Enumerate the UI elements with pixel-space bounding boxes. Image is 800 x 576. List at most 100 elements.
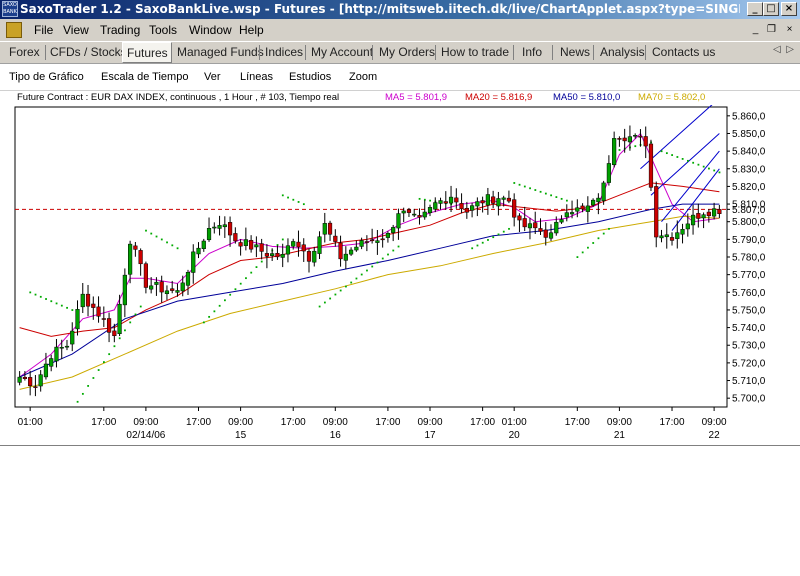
tab-how-to-trade[interactable]: How to trade (441, 45, 510, 59)
x-tick-time-label: 17:00 (91, 417, 116, 428)
scroll-right-icon[interactable]: ▷ (786, 44, 794, 55)
candle-body (506, 197, 512, 202)
candle-body (543, 229, 548, 238)
bottom-divider (0, 445, 800, 446)
product-tabs: Forex CFDs / Stocks Futures Managed Fund… (0, 41, 800, 63)
scroll-left-icon[interactable]: ◁ (773, 44, 781, 55)
sar-dot (334, 293, 337, 296)
x-tick-date-label: 17 (424, 430, 436, 441)
candle-body (612, 138, 617, 166)
candle-body (717, 209, 722, 214)
sar-dot (534, 189, 537, 191)
mdi-restore-button[interactable]: ❐ (764, 23, 779, 37)
candle-body (685, 223, 690, 230)
trend-lines (640, 105, 720, 231)
tab-futures[interactable]: Futures (122, 42, 172, 63)
tab-managed-funds[interactable]: Managed Funds (177, 45, 264, 59)
sar-dot (166, 241, 168, 244)
candle-body (43, 363, 49, 378)
candle-body (85, 293, 91, 307)
mdi-close-button[interactable]: × (782, 23, 797, 37)
menu-trading[interactable]: Trading (100, 23, 141, 37)
sar-dot (76, 400, 79, 403)
mdi-minimize-button[interactable]: _ (748, 23, 763, 37)
saxo-app-icon[interactable]: SAXO BANK (2, 1, 18, 17)
menu-help[interactable]: Help (239, 23, 264, 37)
y-tick-label: 5.720,0 (732, 358, 766, 369)
menu-tools[interactable]: Tools (149, 23, 178, 37)
candle-body (606, 163, 611, 183)
chart-type-menu[interactable]: Tipo de Gráfico (9, 71, 84, 83)
sar-dot (297, 201, 300, 203)
sar-dot (508, 227, 510, 230)
lines-menu[interactable]: Líneas (240, 71, 274, 83)
time-scale-menu[interactable]: Escala de Tiempo (101, 71, 189, 83)
tab-my-orders[interactable]: My Orders (379, 45, 436, 59)
candle-body (185, 272, 191, 286)
sar-dot (481, 241, 484, 244)
tab-contacts-us[interactable]: Contacts us (652, 45, 716, 59)
sar-dot (339, 289, 342, 292)
candle-body (622, 137, 627, 142)
tab-indices[interactable]: Indices (265, 45, 304, 59)
menu-file[interactable]: File (34, 23, 54, 37)
sar-dot (597, 237, 600, 240)
candle-body (333, 235, 338, 242)
trend-line (671, 168, 720, 231)
sar-dot (376, 261, 379, 264)
document-icon[interactable] (6, 22, 22, 38)
candle-body (564, 212, 569, 218)
zoom-menu[interactable]: Zoom (349, 71, 378, 83)
candle-body (33, 386, 38, 388)
candle-body (491, 196, 496, 204)
candle-body (701, 214, 706, 219)
candle-body (633, 135, 638, 137)
tab-info[interactable]: Info (522, 45, 543, 59)
y-tick-label: 5.860,0 (732, 111, 766, 122)
sar-dot (392, 249, 395, 252)
minimize-icon: _ (752, 24, 759, 35)
tab-scroll-arrows[interactable]: ◁ ▷ (773, 44, 794, 55)
candle-body (712, 208, 717, 217)
candle-body (106, 318, 112, 333)
tab-separator (645, 45, 646, 60)
app-icon-text: SAXO BANK (3, 2, 17, 15)
tab-cfds-stocks[interactable]: CFDs / Stocks (50, 45, 127, 59)
tab-news[interactable]: News (560, 45, 591, 59)
tab-analysis[interactable]: Analysis (600, 45, 645, 59)
tab-my-account[interactable]: My Account (311, 45, 374, 59)
view-menu[interactable]: Ver (204, 71, 221, 83)
price-chart[interactable]: 5.860,0 5.850,0 5.840,0 5.830,0 5.820,0 5.810… (0, 105, 800, 445)
sar-dot (397, 245, 400, 248)
y-tick-label: 5.780,0 (732, 253, 766, 264)
sar-dot (576, 256, 579, 258)
sar-dot (671, 154, 674, 156)
menu-view[interactable]: View (63, 23, 89, 37)
candle-body (122, 274, 127, 306)
maximize-button[interactable]: □ (763, 2, 779, 16)
sar-dot (92, 377, 95, 379)
sar-dot (108, 353, 111, 356)
tab-forex[interactable]: Forex (9, 45, 40, 59)
candle-body (596, 197, 601, 203)
candle-body (448, 196, 454, 204)
window-title: SaxoTrader 1.2 - SaxoBankLive.wsp - Futu… (20, 2, 740, 16)
sar-dot (476, 244, 479, 247)
studies-menu[interactable]: Estudios (289, 71, 332, 83)
tab-separator (259, 45, 260, 60)
close-button[interactable]: × (781, 2, 797, 16)
candle-body (601, 182, 606, 201)
candle-body (669, 237, 675, 241)
x-tick-time-label: 17:00 (375, 417, 400, 428)
sar-dot (202, 321, 205, 324)
menu-window[interactable]: Window (189, 23, 232, 37)
x-tick-time-label: 17:00 (660, 417, 685, 428)
chart-toolbar: Tipo de Gráfico Escala de Tiempo Ver Lín… (0, 63, 800, 91)
candle-body (548, 232, 554, 239)
minimize-button[interactable]: _ (747, 2, 763, 16)
restore-icon: ❐ (767, 24, 776, 35)
candle-body (170, 288, 175, 291)
y-tick-label: 5.810,0 (732, 200, 766, 211)
candle-body (275, 253, 280, 258)
candle-body (422, 211, 427, 218)
